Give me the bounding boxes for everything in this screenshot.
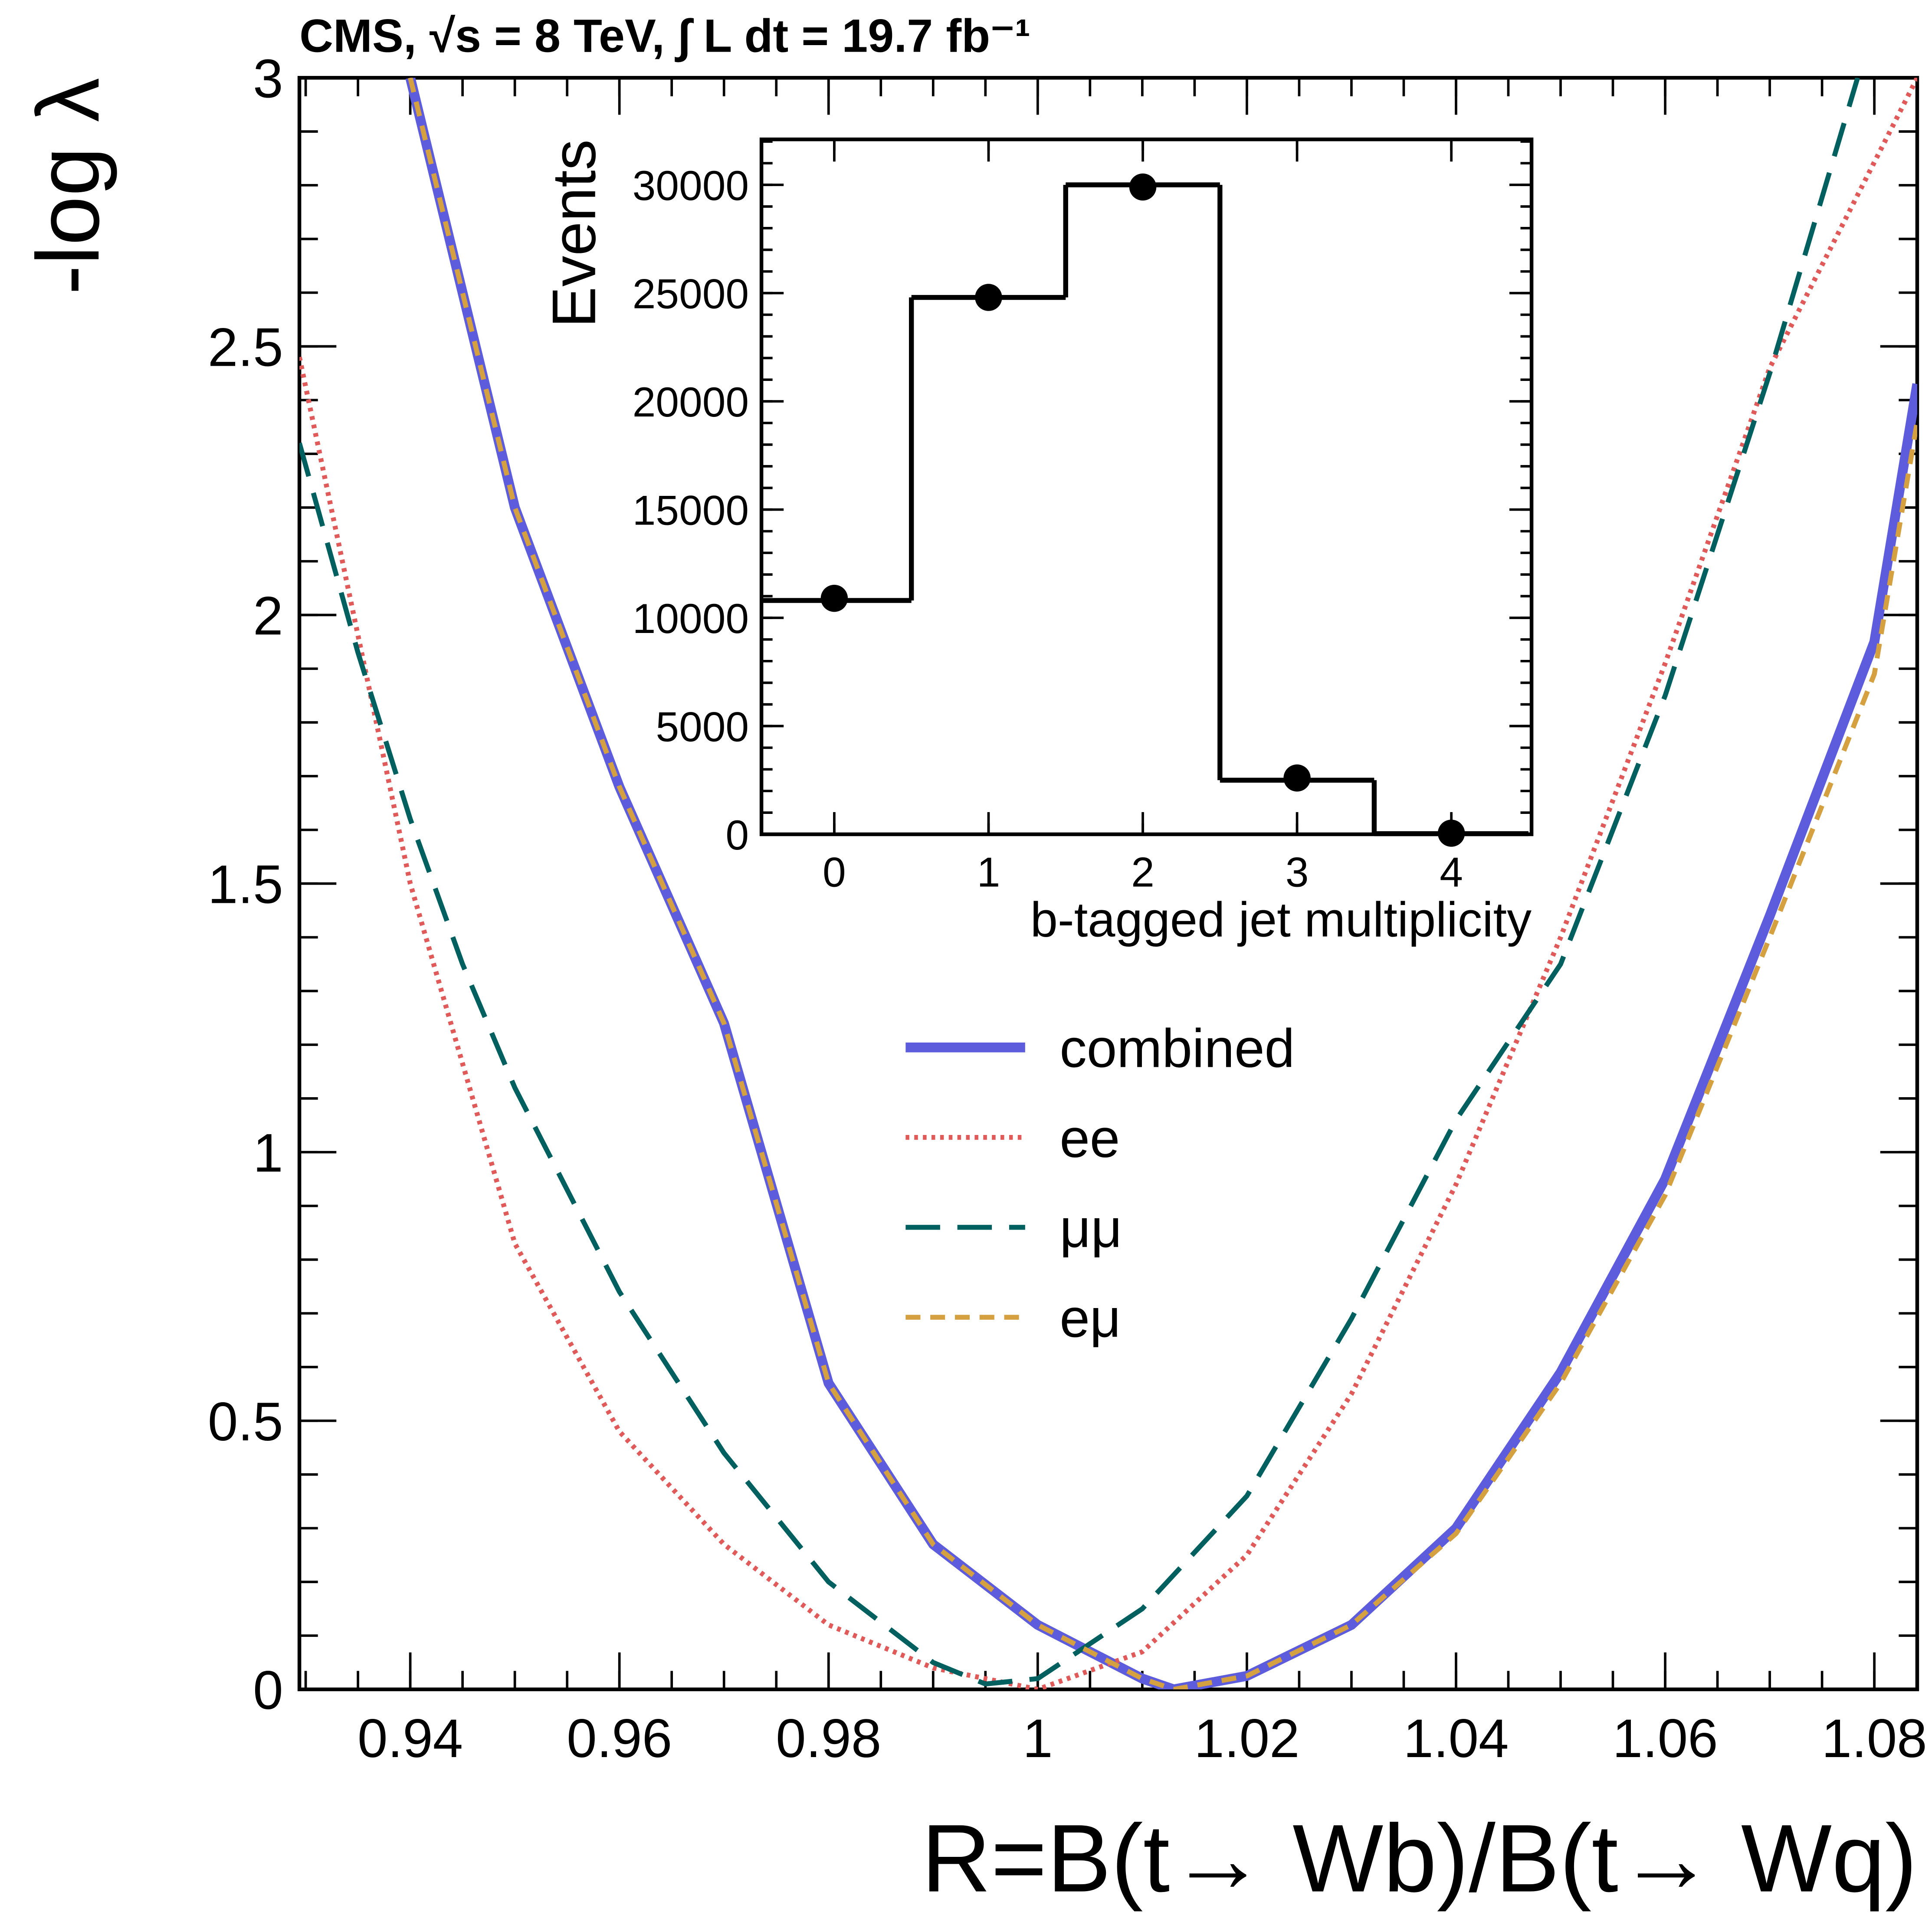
- x-tick-label: 1.02: [1194, 1708, 1299, 1769]
- x-tick-label: 0.96: [567, 1708, 672, 1769]
- y-tick-label: 25000: [633, 271, 749, 317]
- data-point: [1129, 173, 1157, 201]
- series-line: [408, 78, 1917, 1689]
- y-axis-label: -log λ: [19, 78, 118, 295]
- data-point: [1437, 820, 1465, 847]
- x-tick-label: 0.98: [776, 1708, 881, 1769]
- legend-label: μμ: [1059, 1198, 1122, 1259]
- y-tick-label: 15000: [633, 487, 749, 534]
- x-tick-label: 0: [823, 849, 846, 896]
- y-tick-label: 5000: [656, 704, 749, 750]
- plot-frame: [759, 138, 1534, 836]
- series-line: [299, 78, 1860, 1687]
- x-tick-label: 1: [1023, 1708, 1053, 1769]
- y-tick-label: 1.5: [208, 855, 283, 915]
- y-axis-label: Events: [540, 139, 609, 328]
- x-tick-label: 4: [1440, 849, 1463, 896]
- x-tick-label: 1: [977, 849, 1000, 896]
- chart-title: CMS, √s = 8 TeV, ∫ L dt = 19.7 fb⁻¹: [299, 10, 1030, 62]
- y-tick-label: 0: [253, 1660, 283, 1721]
- x-tick-label: 2: [1131, 849, 1155, 896]
- legend-label: combined: [1059, 1019, 1295, 1079]
- x-tick-label: 1.06: [1612, 1708, 1718, 1769]
- y-tick-label: 3: [253, 49, 283, 109]
- x-tick-label: 0.94: [358, 1708, 463, 1769]
- data-point: [975, 284, 1002, 311]
- y-tick-label: 10000: [633, 596, 749, 642]
- y-tick-label: 0: [725, 812, 749, 859]
- y-tick-label: 0.5: [208, 1392, 283, 1452]
- x-tick-label: 1.04: [1403, 1708, 1509, 1769]
- y-tick-label: 1: [253, 1123, 283, 1184]
- x-tick-label: 3: [1286, 849, 1309, 896]
- y-tick-label: 20000: [633, 379, 749, 426]
- legend-label: ee: [1059, 1108, 1120, 1169]
- x-axis-label: b-tagged jet multiplicity: [1030, 892, 1532, 948]
- plot-frame: [297, 76, 1919, 1692]
- x-tick-label: 1.08: [1822, 1708, 1927, 1769]
- y-tick-label: 2: [253, 586, 283, 646]
- data-point: [820, 584, 848, 612]
- x-axis-label: R=B(t→ Wb)/B(t→ Wq): [922, 1804, 1917, 1912]
- y-tick-label: 2.5: [208, 317, 283, 377]
- plot-area: [299, 78, 1917, 1689]
- data-point: [1283, 764, 1311, 792]
- inset-background: [761, 139, 1532, 835]
- series-line: [299, 78, 1917, 1689]
- legend-label: eμ: [1059, 1289, 1121, 1349]
- y-tick-label: 30000: [633, 163, 749, 209]
